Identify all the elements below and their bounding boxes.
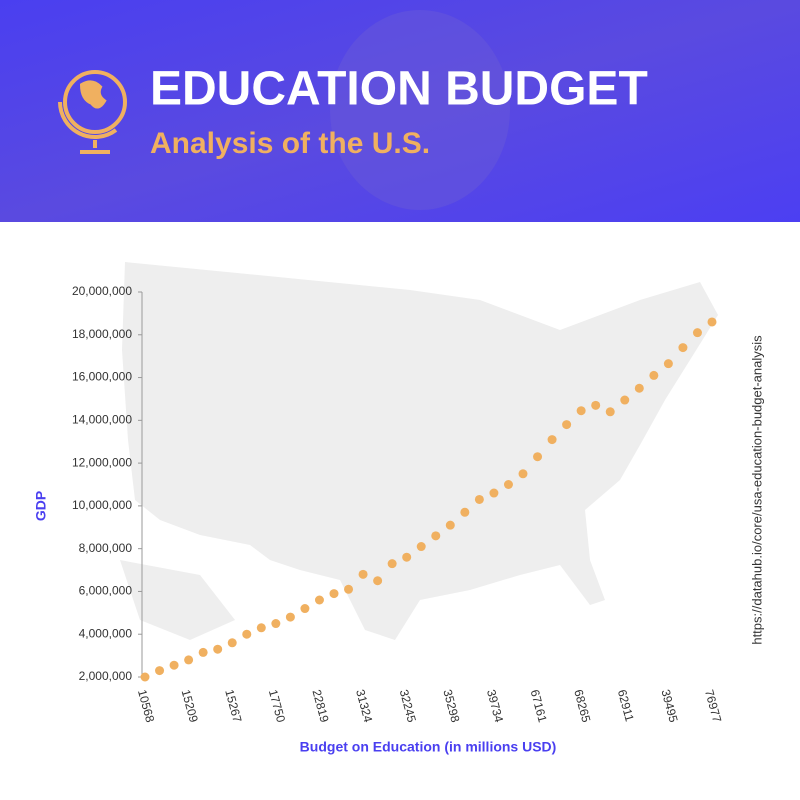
data-point — [227, 638, 237, 648]
y-tick-label: 12,000,000 — [72, 455, 132, 469]
data-point — [474, 494, 484, 504]
source-note: https://datahub.io/core/usa-education-bu… — [749, 335, 764, 645]
title: EDUCATION BUDGET — [150, 63, 648, 116]
y-tick-label: 4,000,000 — [79, 626, 133, 640]
data-point — [184, 655, 194, 665]
data-point — [300, 604, 310, 614]
y-tick-label: 16,000,000 — [72, 370, 132, 384]
data-point — [707, 317, 717, 327]
data-point — [416, 542, 426, 552]
y-tick-label: 10,000,000 — [72, 498, 132, 512]
globe-icon — [58, 70, 127, 154]
data-point — [678, 343, 688, 353]
data-point — [620, 395, 630, 405]
header-photo — [330, 10, 510, 210]
data-point — [198, 647, 208, 657]
data-point — [431, 531, 441, 541]
us-map — [122, 262, 718, 640]
data-point — [503, 480, 513, 489]
data-point — [140, 672, 150, 682]
data-point — [387, 559, 397, 569]
data-point — [445, 520, 455, 530]
data-point — [649, 370, 659, 380]
subtitle: Analysis of the U.S. — [150, 127, 430, 160]
alaska-map — [120, 560, 235, 640]
data-point — [373, 576, 383, 586]
data-point — [242, 629, 252, 639]
data-point — [271, 619, 281, 629]
y-tick-label: 18,000,000 — [72, 327, 132, 341]
x-axis-title: Budget on Education (in millions USD) — [300, 739, 557, 755]
data-point — [329, 589, 339, 599]
data-point — [562, 420, 572, 430]
y-axis-title: GDP — [33, 491, 49, 521]
data-point — [591, 400, 601, 410]
y-tick-label: 6,000,000 — [79, 584, 133, 598]
y-tick-label: 20,000,000 — [72, 284, 132, 298]
data-point — [285, 612, 295, 622]
data-point — [256, 623, 266, 633]
data-point — [169, 660, 179, 670]
data-point — [460, 507, 470, 517]
data-point — [314, 595, 324, 605]
data-point — [605, 407, 615, 417]
data-point — [663, 359, 673, 369]
data-point — [358, 569, 368, 579]
data-point — [692, 328, 702, 338]
data-point — [155, 666, 165, 676]
y-tick-label: 2,000,000 — [79, 669, 133, 683]
data-point — [402, 552, 412, 562]
data-point — [344, 584, 354, 594]
y-tick-label: 14,000,000 — [72, 413, 132, 427]
data-point — [533, 452, 543, 462]
data-point — [518, 469, 528, 479]
data-point — [489, 488, 499, 498]
data-point — [213, 644, 223, 654]
data-point — [634, 383, 644, 393]
header-banner — [0, 0, 800, 222]
data-point — [576, 406, 586, 416]
data-point — [547, 435, 557, 445]
y-tick-label: 8,000,000 — [79, 541, 133, 555]
